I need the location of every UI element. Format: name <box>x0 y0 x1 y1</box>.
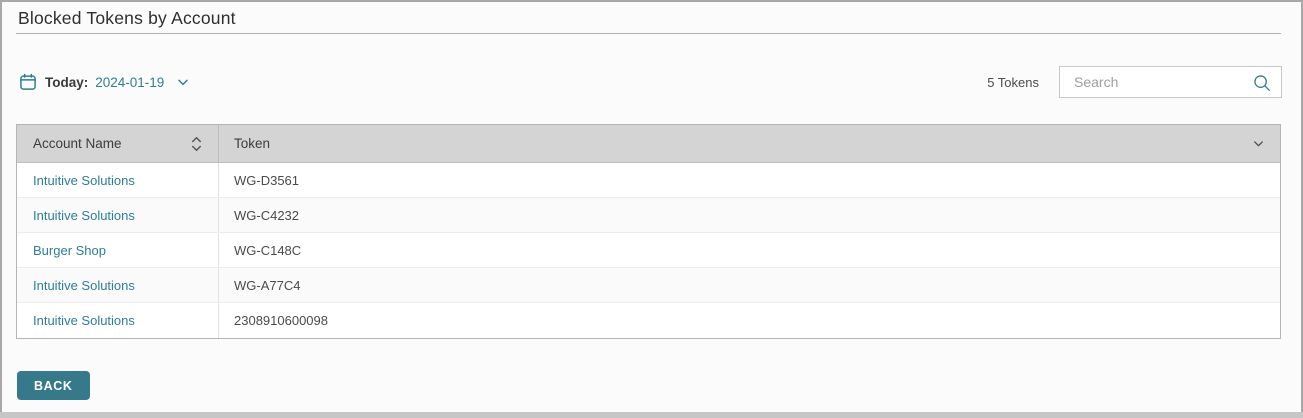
search-box <box>1059 66 1282 98</box>
account-name-cell: Intuitive Solutions <box>17 163 219 197</box>
table-row: Intuitive Solutions WG-A77C4 <box>17 268 1280 303</box>
horizontal-scrollbar[interactable] <box>0 412 1303 418</box>
column-header-account-name-label: Account Name <box>33 136 122 151</box>
sort-icon[interactable] <box>189 134 204 154</box>
account-name-link[interactable]: Intuitive Solutions <box>33 277 135 293</box>
column-header-token-label: Token <box>234 136 271 151</box>
table-row: Burger Shop WG-C148C <box>17 233 1280 268</box>
table-options-chevron-down-icon[interactable] <box>1251 136 1266 151</box>
search-input[interactable] <box>1060 67 1281 97</box>
blocked-tokens-table: Account Name Token Intuitive Solutions WG… <box>16 124 1281 339</box>
chevron-down-icon[interactable] <box>175 74 191 90</box>
date-filter[interactable]: Today: 2024-01-19 <box>18 68 191 96</box>
token-cell: WG-C4232 <box>234 207 300 223</box>
token-cell: WG-A77C4 <box>234 277 301 293</box>
table-row: Intuitive Solutions 2308910600098 <box>17 303 1280 338</box>
token-cell: 2308910600098 <box>234 313 328 328</box>
column-header-token[interactable]: Token <box>219 125 1280 162</box>
calendar-icon <box>18 72 38 92</box>
table-row: Intuitive Solutions WG-D3561 <box>17 163 1280 198</box>
account-name-cell: Burger Shop <box>17 233 219 267</box>
table-row: Intuitive Solutions WG-C4232 <box>17 198 1280 233</box>
account-name-link[interactable]: Intuitive Solutions <box>33 313 135 328</box>
account-name-cell: Intuitive Solutions <box>17 268 219 302</box>
page-title: Blocked Tokens by Account <box>18 8 236 28</box>
account-name-cell: Intuitive Solutions <box>17 198 219 232</box>
account-name-link[interactable]: Burger Shop <box>33 242 106 258</box>
toolbar-right: 5 Tokens <box>987 66 1282 98</box>
title-divider <box>16 33 1281 34</box>
token-count: 5 Tokens <box>987 74 1039 90</box>
token-cell: WG-C148C <box>234 242 302 258</box>
table-body: Intuitive Solutions WG-D3561 Intuitive Sol… <box>17 163 1280 338</box>
date-filter-label: Today: <box>45 74 89 90</box>
account-name-link[interactable]: Intuitive Solutions <box>33 172 135 188</box>
column-header-account-name[interactable]: Account Name <box>17 125 219 162</box>
token-cell: WG-D3561 <box>234 172 300 188</box>
back-button[interactable]: BACK <box>17 371 90 400</box>
table-header-row: Account Name Token <box>17 125 1280 163</box>
account-name-cell: Intuitive Solutions <box>17 303 219 338</box>
date-filter-value: 2024-01-19 <box>95 74 165 90</box>
account-name-link[interactable]: Intuitive Solutions <box>33 207 135 223</box>
